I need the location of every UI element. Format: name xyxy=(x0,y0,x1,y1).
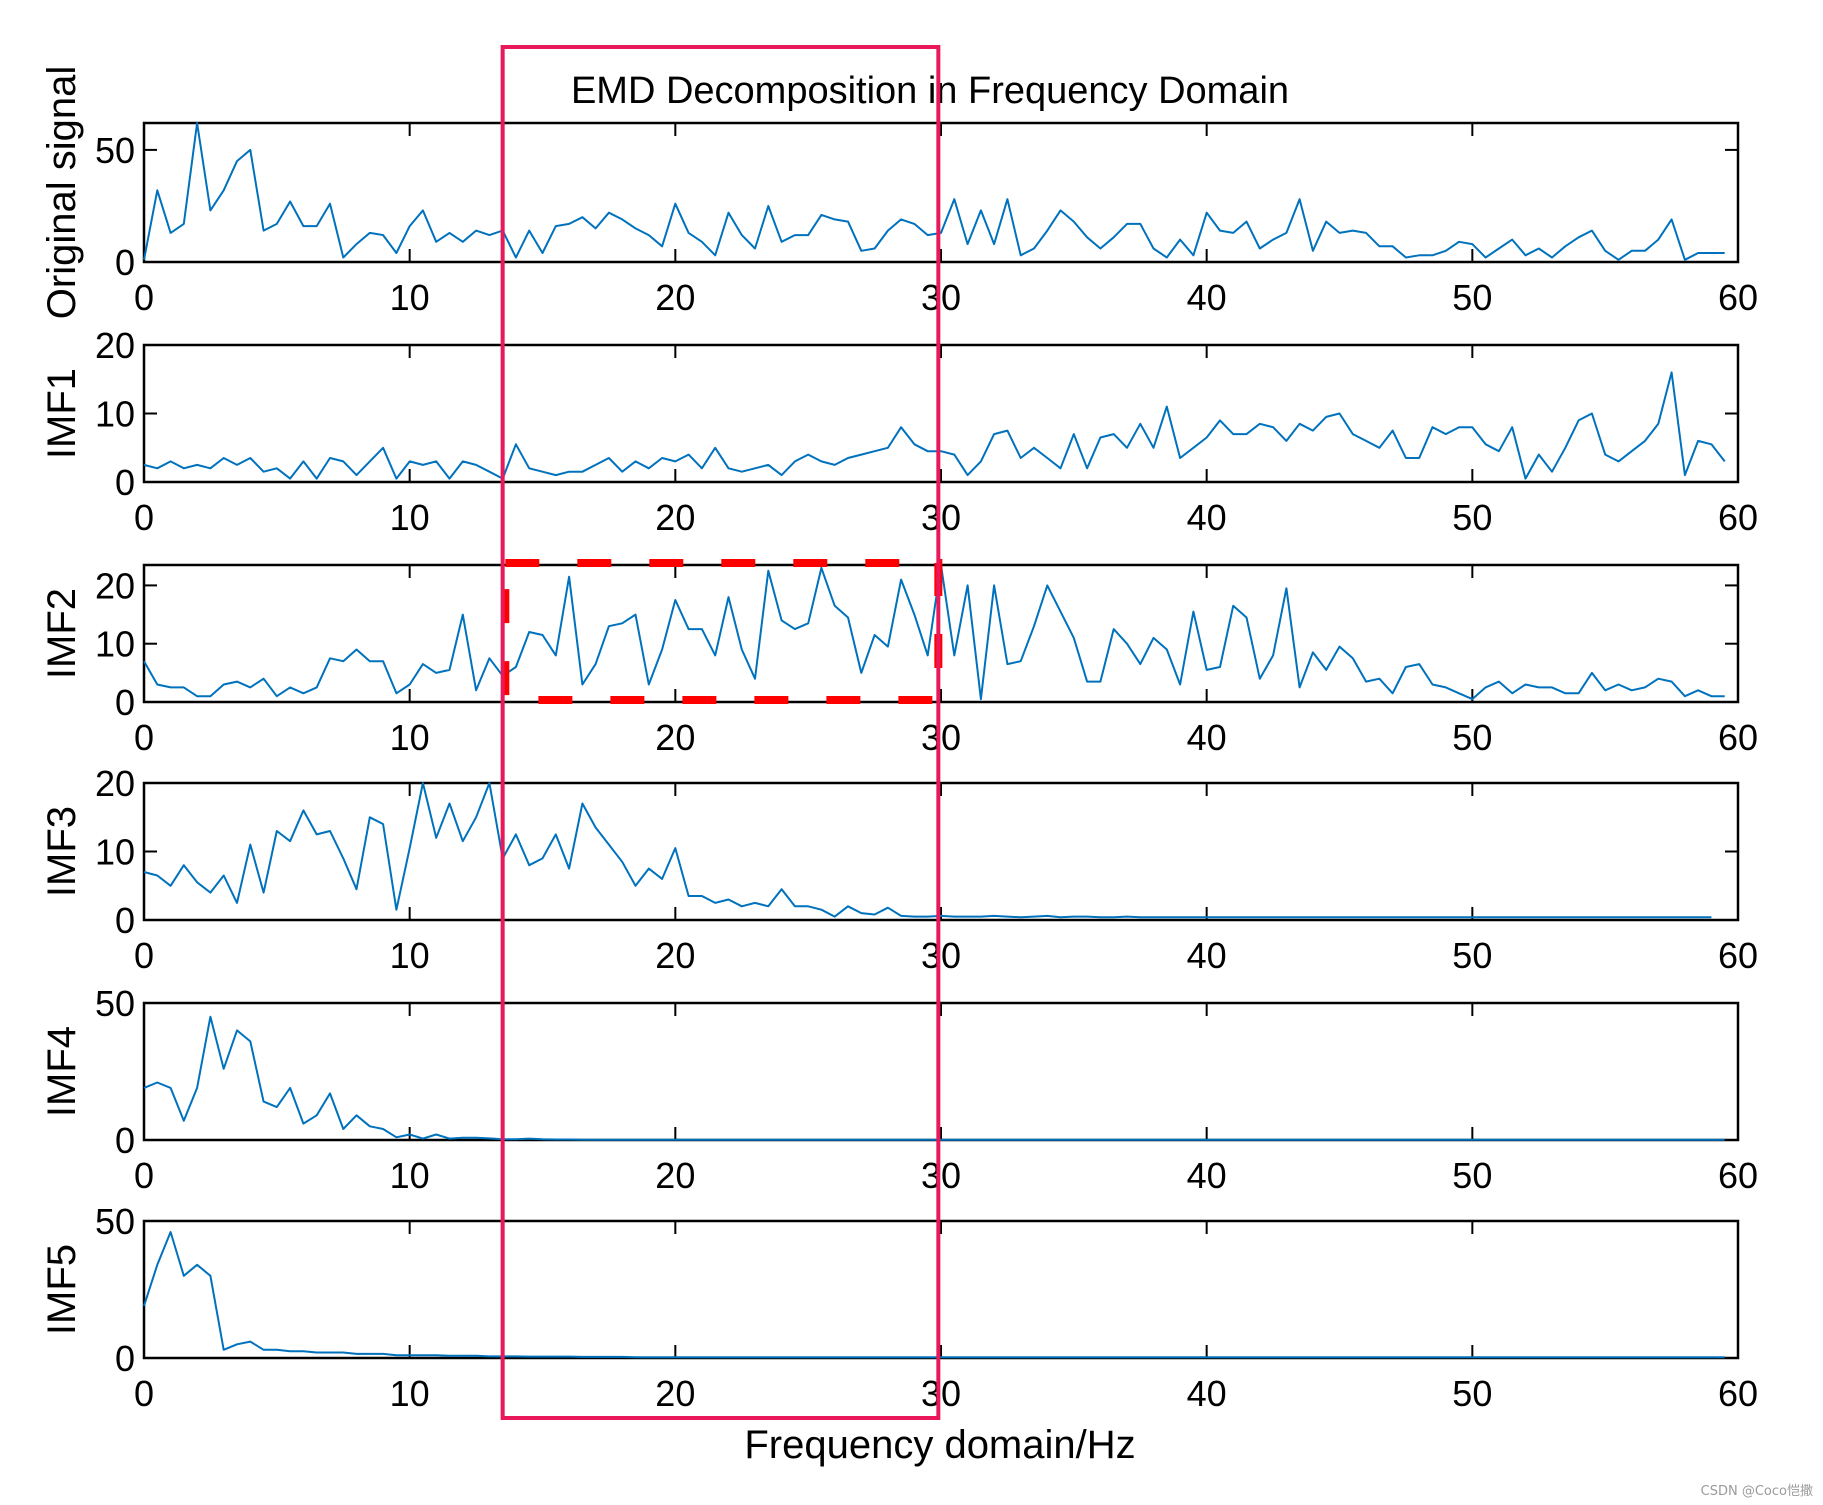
panel-imf3: 0 10 20 30 40 50 60 0 10 20 IMF3 xyxy=(40,763,1758,976)
y-tick-label: 0 xyxy=(115,900,135,941)
x-tick-label: 20 xyxy=(655,717,695,758)
x-tick-label: 10 xyxy=(390,1373,430,1414)
series-line-imf1 xyxy=(143,371,1726,480)
chart-title: EMD Decomposition in Frequency Domain xyxy=(571,70,1289,112)
y-tick-label: 10 xyxy=(95,394,135,435)
panel-imf1: 0 10 20 30 40 50 60 0 10 20 IMF1 xyxy=(40,325,1758,538)
x-tick-label: 60 xyxy=(1718,277,1758,318)
x-tick-label: 30 xyxy=(921,935,961,976)
y-tick-label: 20 xyxy=(95,325,135,366)
x-tick-label: 20 xyxy=(655,497,695,538)
x-tick-label: 20 xyxy=(655,935,695,976)
x-tick-label: 10 xyxy=(390,935,430,976)
x-tick-label: 10 xyxy=(390,717,430,758)
x-tick-label: 60 xyxy=(1718,1373,1758,1414)
axes-frame xyxy=(142,1001,1740,1142)
x-tick-label: 60 xyxy=(1718,717,1758,758)
panel-imf2: 0 10 20 30 40 50 60 0 10 20 IMF2 xyxy=(40,563,1758,758)
y-tick-label: 0 xyxy=(115,242,135,283)
y-tick-label: 0 xyxy=(115,1338,135,1379)
x-tick-label: 40 xyxy=(1187,1373,1227,1414)
x-tick-label: 50 xyxy=(1452,277,1492,318)
y-axis-label: IMF3 xyxy=(40,806,84,897)
x-tick-label: 30 xyxy=(921,1373,961,1414)
x-tick-label: 30 xyxy=(921,1155,961,1196)
panel-imf4: 0 10 20 30 40 50 60 0 50 IMF4 xyxy=(40,983,1758,1196)
x-tick-label: 60 xyxy=(1718,497,1758,538)
x-tick-label: 10 xyxy=(390,1155,430,1196)
x-tick-label: 40 xyxy=(1187,497,1227,538)
y-tick-label: 50 xyxy=(95,130,135,171)
x-tick-label: 10 xyxy=(390,277,430,318)
x-tick-label: 40 xyxy=(1187,717,1227,758)
y-tick-label: 0 xyxy=(115,462,135,503)
x-tick-label: 60 xyxy=(1718,935,1758,976)
x-axis-label: Frequency domain/Hz xyxy=(744,1423,1135,1467)
panel-original-signal: 0 10 20 30 40 50 60 0 50 Original signal xyxy=(40,66,1758,319)
axes-frame xyxy=(142,781,1740,922)
x-tick-label: 50 xyxy=(1452,497,1492,538)
panel-imf5: 0 10 20 30 40 50 60 0 50 IMF5 xyxy=(40,1201,1758,1414)
series-line-imf2 xyxy=(143,564,1725,701)
y-tick-label: 10 xyxy=(95,624,135,665)
series-line-original-signal xyxy=(143,122,1725,261)
series-line-imf3 xyxy=(143,782,1712,919)
y-axis-label: IMF2 xyxy=(40,588,84,679)
x-tick-label: 50 xyxy=(1452,1373,1492,1414)
x-tick-label: 40 xyxy=(1187,277,1227,318)
y-tick-label: 10 xyxy=(95,832,135,873)
y-tick-label: 50 xyxy=(95,1201,135,1242)
x-tick-label: 0 xyxy=(134,1155,154,1196)
x-tick-label: 20 xyxy=(655,1373,695,1414)
y-tick-label: 20 xyxy=(95,763,135,804)
axes-frame xyxy=(142,121,1740,264)
watermark: CSDN @Coco恺撒 xyxy=(1700,1484,1813,1499)
highlight-overlays xyxy=(500,45,943,1420)
x-tick-label: 0 xyxy=(134,935,154,976)
y-tick-label: 20 xyxy=(95,565,135,606)
y-axis-label: Original signal xyxy=(40,66,84,319)
frequency-band-highlight xyxy=(500,45,941,1420)
series-line-imf4 xyxy=(143,1015,1725,1141)
x-tick-label: 0 xyxy=(134,1373,154,1414)
x-tick-label: 50 xyxy=(1452,717,1492,758)
x-tick-label: 60 xyxy=(1718,1155,1758,1196)
x-tick-label: 20 xyxy=(655,1155,695,1196)
y-axis-label: IMF5 xyxy=(40,1244,84,1335)
x-tick-label: 20 xyxy=(655,277,695,318)
x-tick-label: 0 xyxy=(134,277,154,318)
x-tick-label: 0 xyxy=(134,497,154,538)
x-tick-label: 0 xyxy=(134,717,154,758)
series-line-imf5 xyxy=(143,1231,1725,1359)
y-axis-label: IMF1 xyxy=(40,368,84,459)
x-tick-label: 30 xyxy=(921,717,961,758)
x-tick-label: 30 xyxy=(921,497,961,538)
x-tick-label: 30 xyxy=(921,277,961,318)
subplot-panels: 0 10 20 30 40 50 60 0 50 Original signal 0 10 20 30 40… xyxy=(40,66,1758,1414)
x-tick-label: 40 xyxy=(1187,1155,1227,1196)
y-tick-label: 0 xyxy=(115,1120,135,1161)
x-tick-label: 40 xyxy=(1187,935,1227,976)
x-tick-label: 10 xyxy=(390,497,430,538)
y-tick-label: 50 xyxy=(95,983,135,1024)
axes-frame xyxy=(142,343,1740,484)
axes-frame xyxy=(142,1219,1740,1360)
x-tick-label: 50 xyxy=(1452,1155,1492,1196)
y-tick-label: 0 xyxy=(115,682,135,723)
x-tick-label: 50 xyxy=(1452,935,1492,976)
y-axis-label: IMF4 xyxy=(40,1026,84,1117)
dashed-highlight-box xyxy=(501,559,943,704)
